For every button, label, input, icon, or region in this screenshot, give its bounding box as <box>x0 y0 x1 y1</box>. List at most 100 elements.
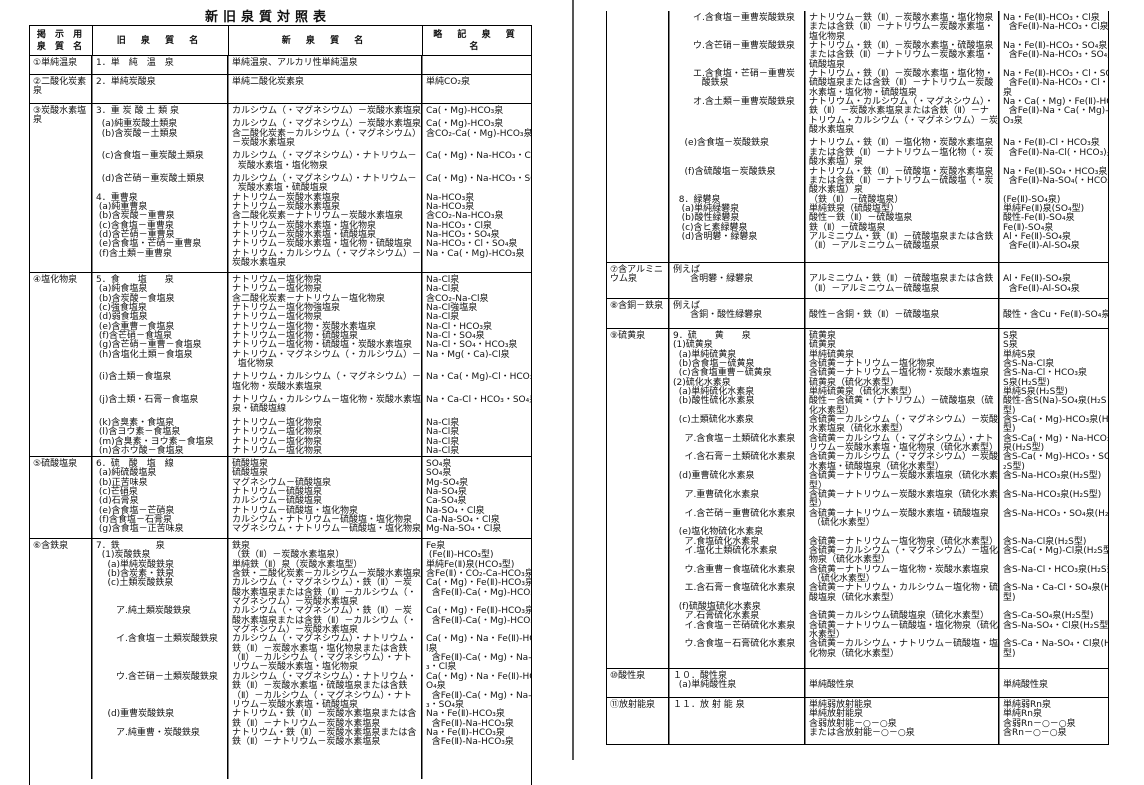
new-line: 鉄（Ⅱ）－炭酸水素塩・硫酸塩泉または含鉄 <box>232 681 408 692</box>
old-name-cell: (b)正苦味泉 <box>92 478 228 488</box>
new-line: カルシウム（・マグネシウム）－炭酸水素塩泉 <box>232 119 422 130</box>
old-name-cell: (c)含食塩－重曹泉 <box>92 221 228 231</box>
new-name-cell: ナトリウム－硫酸塩泉 <box>228 487 422 498</box>
abbr-name-cell: 単純酸性泉 <box>999 680 1108 690</box>
entry-row: (j)含土類・石膏－食塩泉 ナトリウム・カルシウム－塩化物・炭酸水素塩 泉・硫酸塩線… <box>92 395 531 415</box>
new-line: ナトリウム－炭酸水素塩・塩化物・硫酸塩泉 <box>232 239 413 250</box>
entry-row: (f)含芒硝－食塩泉 ナトリウム－塩化物・硫酸塩泉 Na-Cl・SO₄泉 <box>92 331 531 341</box>
new-line: カルシウム－硫酸塩泉 <box>232 496 323 507</box>
abbr-line: Na・Ca(・Mg)・Fe(Ⅱ)-HCO₃泉 <box>1003 97 1108 108</box>
entry-row: (c)強食塩泉 ナトリウム－塩化物強塩泉 Na-Cl強塩泉 <box>92 303 531 313</box>
abbr-line: Na-HCO₃泉 <box>426 202 475 213</box>
page-divider <box>572 0 574 760</box>
abbr-line: 単純S泉(H₂S型) <box>1003 387 1068 398</box>
old-name-cell: (c)土類硫化水素泉 <box>669 415 805 435</box>
new-line: 含硫黄－ナトリウム－塩化物泉 <box>809 359 936 370</box>
old-line: (a)単純緑礬泉 <box>673 203 740 214</box>
entries: １１．放 射 能 泉 単純弱放射能泉 単純放射能泉 含弱放射能－○－○泉 または含放射能… <box>669 698 1108 738</box>
abbr-name-cell: 含S-Ca(・Mg)-HCO₃泉(H₂S 型) <box>999 415 1108 435</box>
old-line: (h)含塩化土類－食塩泉 <box>96 349 193 360</box>
entry-row: 3．重 炭 酸 土 類 泉 カルシウム（・マグネシウム）－炭酸水素塩泉 Ca(・Mg… <box>92 106 531 116</box>
abbr-line: 含Fe(Ⅱ)-Na-HCO₃・Cl・SO₄ <box>1008 78 1108 89</box>
new-line: 含二酸化炭素－ナトリウム－炭酸水素塩泉 <box>232 211 404 222</box>
abbr-line: Na-Cl泉 <box>426 445 460 456</box>
new-line: 化水素型） <box>809 405 855 416</box>
abbr-line: 含Fe(Ⅱ)-Ca(・Mg)-HCO₃泉 <box>431 615 531 626</box>
new-name-cell: 硫黄泉 <box>805 340 999 350</box>
entry-row: (a)単純緑礬泉 単純鉄泉（硫酸塩型） 単純Fe(Ⅱ)泉(SO₄型) <box>669 203 1108 214</box>
entry-row: イ.含食塩－芒硝硫化水素泉 含硫黄－ナトリウム－硫酸塩・塩化物泉（硫化 水素型） 含S… <box>669 621 1108 641</box>
new-line: 鉄（Ⅱ）－ナトリウム－炭酸水素塩泉 <box>232 737 381 748</box>
entry-row: イ.含食塩－土類炭酸鉄泉 カルシウム（・マグネシウム）・ナトリウム・ 鉄（Ⅱ）－炭酸… <box>92 635 531 673</box>
abbr-line: 含CO₂-Na-Cl泉 <box>426 293 489 304</box>
old-name-cell: (m)含臭素・ヨウ素－食塩泉 <box>92 437 228 447</box>
abbr-name-cell: 含S-Ca-SO₄泉(H₂S型) <box>999 611 1108 621</box>
category-cell: ②二酸化炭素泉 <box>33 77 87 97</box>
abbr-line: SO₄泉 <box>426 459 452 469</box>
old-name-cell: (b)酸性硫化水素泉 <box>669 397 805 416</box>
old-name-cell: (c)芒硝泉 <box>92 487 228 497</box>
entry-row: 5．食 塩 泉 ナトリウム－塩化物泉 Na-Cl泉 <box>92 275 531 285</box>
abbr-line: 型) <box>1003 592 1016 603</box>
new-name-cell: ナトリウム・カルシウム－塩化物・炭酸水素塩 泉・硫酸塩線 <box>228 395 422 415</box>
abbr-line: Na-Cl泉 <box>426 275 460 285</box>
new-name-cell: ナトリウム・カルシウム（・マグネシウム）－ 塩化物・炭酸水素塩泉 <box>228 373 422 392</box>
table-row: ②二酸化炭素泉 2．単純炭酸泉 単純二酸化炭素泉 単純CO₂泉 <box>30 75 531 104</box>
abbr-line: Na-HCO₃・Cl・SO₄泉 <box>426 239 518 250</box>
new-line: ナトリウム－鉄（Ⅱ）－炭酸水素塩・塩化物泉 <box>809 13 994 23</box>
new-line: ナトリウム－塩化物泉 <box>232 275 323 285</box>
new-line: マグネシウム・ナトリウム－硫酸塩・塩化物泉 <box>232 524 422 535</box>
abbr-line: Ca-Na-SO₄・Cl泉 <box>426 515 500 526</box>
old-name-cell: １０．酸性泉 <box>669 671 805 681</box>
new-name-cell: 単純二酸化炭素泉 <box>228 77 422 87</box>
new-line: （硫化水素型） <box>809 517 875 528</box>
abbr-name-cell: Na-SO₄・Cl泉 <box>422 506 531 516</box>
entry-row: (k)含臭素・食塩泉 ナトリウム－塩化物泉 Na-Cl泉 <box>92 418 531 428</box>
new-name-cell: ナトリウム－塩化物・硫酸塩泉 <box>228 331 422 341</box>
abbr-line: Fe(Ⅱ)-SO₄泉 <box>1003 222 1054 233</box>
left-page-table: 掲 示 用 泉 質 名 旧 泉 質 名 新 泉 質 名 略 記 泉 質 名 ①単… <box>29 25 532 785</box>
old-line: (d)含芒硝－重炭酸土類泉 <box>96 174 205 185</box>
entry-row: (a)単純硫黄泉 単純硫黄泉 単純S泉 <box>669 350 1108 360</box>
entries: １０．酸性泉 (a)単純酸性泉 単純酸性泉 単純酸性泉 <box>669 669 1108 691</box>
new-line: 水素塩・塩化物・硫酸塩泉 <box>809 87 918 98</box>
old-name-cell: (d)石膏泉 <box>92 497 228 507</box>
new-line: ナトリウム－硫酸塩泉 <box>232 487 323 498</box>
entry-row: 含銅・酸性緑礬泉 酸性－含銅・鉄（Ⅱ）－硫酸塩泉 酸性・含Cu・Fe(Ⅱ)-SO₄泉 <box>669 310 1108 320</box>
abbr-name-cell: Ca(・Mg)・Na・Fe(Ⅱ)-HCO₃・SO₄泉 含Fe(Ⅱ)-Ca(・Mg… <box>422 672 531 710</box>
abbr-name-cell: Na-HCO₃・Cl・SO₄泉 <box>422 239 531 250</box>
new-line: 水素型） <box>809 630 846 640</box>
table-row: ⑦含アルミニウム泉 例えば 含明礬・緑礬泉 アルミニウム・鉄（Ⅱ）－硫酸塩泉または含… <box>607 263 1108 299</box>
entry-row: 9．硫 黄 泉 硫黄泉 S泉 <box>669 331 1108 341</box>
abbr-line: Fe泉 <box>426 541 446 551</box>
old-name-cell: (c)含ヒ素緑礬泉 <box>669 223 805 233</box>
abbr-line: Ca(・Mg)・Na-HCO₃・Cl泉 <box>426 151 531 162</box>
abbr-name-cell: Al・Fe(Ⅱ)-SO₄泉 含Fe(Ⅱ)-Al-SO₄泉 <box>999 274 1108 294</box>
new-line: または含鉄（Ⅱ）－ナトリウム－炭酸水素塩・ <box>809 22 994 33</box>
abbr-name-cell: SO₄泉 <box>422 459 531 469</box>
abbr-name-cell: 含S-Na-Cl・HCO₃泉(H₂S型) <box>999 565 1108 585</box>
old-name-cell: (n)含ホウ酸－食塩泉 <box>92 446 228 456</box>
abbr-line: 含Fe(Ⅱ)-Al-SO₄泉 <box>1003 241 1080 252</box>
new-line: ナトリウム－炭酸水素塩・硫酸塩泉 <box>232 230 377 241</box>
old-name-cell: 含銅・酸性緑礬泉 <box>669 310 805 320</box>
new-line: 硫黄泉（硫化水素型） <box>809 377 900 388</box>
old-name-cell: (g)含芒硝－重曹－食塩泉 <box>92 341 228 351</box>
entry-row: (g)含食塩－正苦味泉 マグネシウム・ナトリウム－硫酸塩・塩化物泉 Mg-Na-SO… <box>92 524 531 535</box>
new-line: 酸塩泉（硫化水素型） <box>809 592 900 603</box>
new-name-cell: 含硫黄－ナトリウム－炭酸水素塩泉（硫化水素 型） <box>805 490 999 510</box>
abbr-line: (Fe(Ⅱ)-HCO₃型) <box>426 550 494 561</box>
new-name-cell: 含硫黄－ナトリウム－塩化物泉 <box>805 359 999 370</box>
old-line: (e)含重曹－食塩泉 <box>96 321 175 332</box>
old-line: １１．放 射 能 泉 <box>673 700 745 710</box>
new-name-cell: アルミニウム・鉄（Ⅱ）－硫酸塩泉または含鉄 （Ⅱ）－アルミニウム－硫酸塩泉 <box>805 232 999 252</box>
new-name-cell: ナトリウム・鉄（Ⅱ）－炭酸水素塩泉または含 鉄（Ⅱ）－ナトリウム－炭酸水素塩泉 <box>228 709 422 729</box>
old-name-cell: (a)純重曹泉 <box>92 202 228 212</box>
old-name-cell: (l)含ヨウ素－食塩泉 <box>92 427 228 437</box>
abbr-line: 含Fe(Ⅱ)-Na-HCO₃・SO₄泉 <box>1003 50 1108 61</box>
new-name-cell: マグネシウム－硫酸塩泉 <box>228 478 422 488</box>
new-line: 単純放射能泉 <box>809 709 864 720</box>
table-row: ④塩化物泉 5．食 塩 泉ナトリウム－塩化物泉 Na-Cl泉 (a)純食塩泉 ナトリウ… <box>30 273 531 457</box>
new-name-cell: 鉄（Ⅱ）－硫酸塩泉 <box>805 223 999 233</box>
old-name-cell: (d)含芒硝－重曹泉 <box>92 230 228 240</box>
